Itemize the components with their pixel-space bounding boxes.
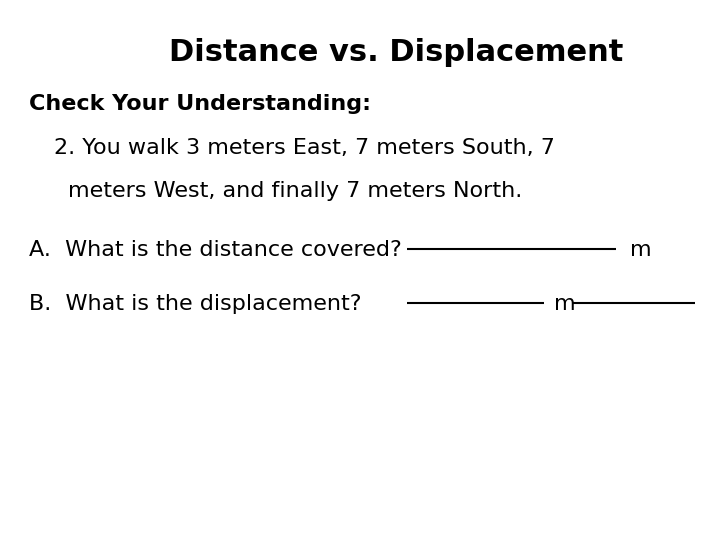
Text: Check Your Understanding:: Check Your Understanding: <box>29 94 371 114</box>
Text: B.  What is the displacement?: B. What is the displacement? <box>29 294 361 314</box>
Text: 2. You walk 3 meters East, 7 meters South, 7: 2. You walk 3 meters East, 7 meters Sout… <box>54 138 555 158</box>
Text: m: m <box>630 240 652 260</box>
Text: Distance vs. Displacement: Distance vs. Displacement <box>168 38 624 67</box>
Text: m: m <box>554 294 576 314</box>
Text: A.  What is the distance covered?: A. What is the distance covered? <box>29 240 402 260</box>
Text: meters West, and finally 7 meters North.: meters West, and finally 7 meters North. <box>68 181 523 201</box>
